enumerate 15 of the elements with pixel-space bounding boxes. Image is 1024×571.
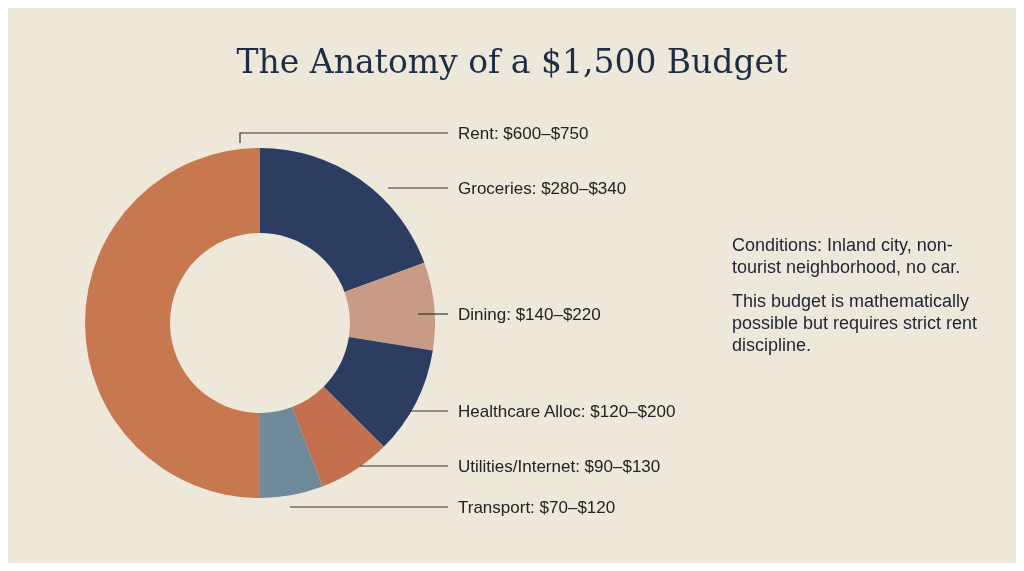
slice-label: Transport: $70–$120 — [458, 498, 616, 517]
slice-label: Healthcare Alloc: $120–$200 — [458, 402, 676, 421]
slice-label: Utilities/Internet: $90–$130 — [458, 457, 661, 476]
donut-slice — [260, 148, 425, 292]
donut-slice — [344, 262, 435, 351]
slice-label: Rent: $600–$750 — [458, 124, 589, 143]
slice-label: Groceries: $280–$340 — [458, 179, 627, 198]
text: Conditions: Inland city, non-tourist neighborhood, no car. — [732, 234, 962, 278]
donut-slice — [85, 148, 260, 498]
donut-slice — [292, 386, 384, 487]
chart-title: The Anatomy of a $1,500 Budget — [235, 42, 789, 81]
slice-label: Dining: $140–$220 — [458, 305, 601, 324]
text: This budget is mathematically possible but requires strict rent discipline. — [732, 290, 979, 356]
donut-slice — [323, 337, 433, 447]
donut-slice — [260, 407, 323, 498]
